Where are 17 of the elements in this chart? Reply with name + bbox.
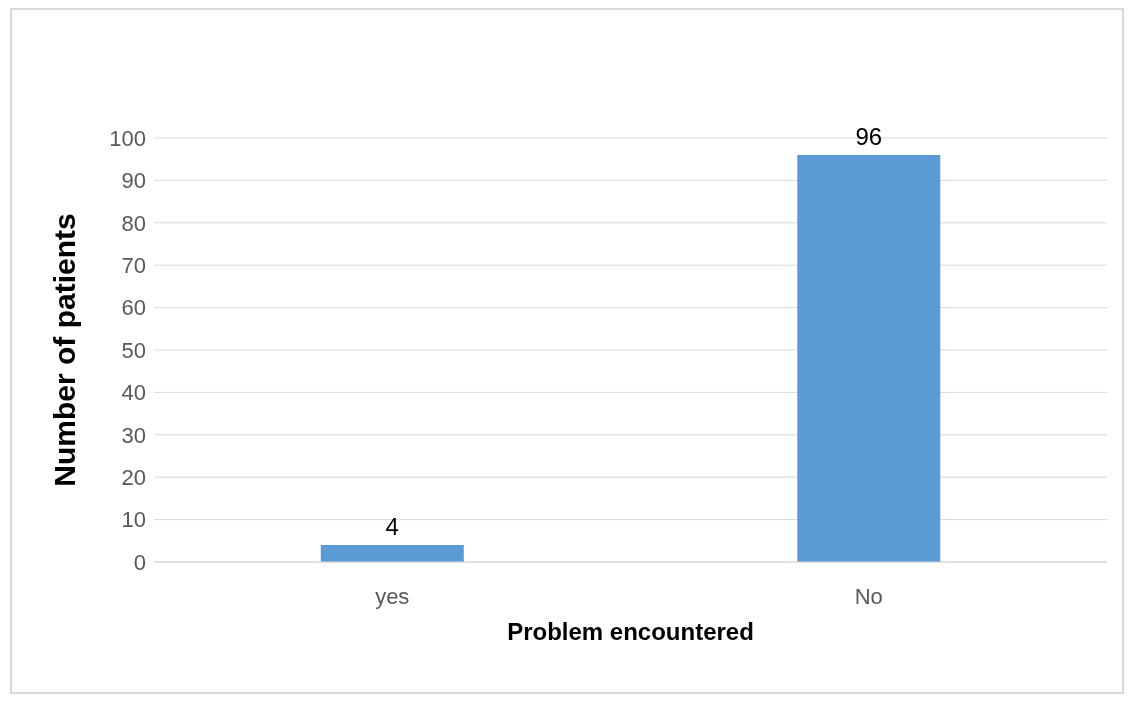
y-tick-label: 100 [109,125,146,151]
x-tick-label: yes [375,583,410,609]
data-label: 4 [385,513,399,541]
y-tick-label: 90 [121,168,146,194]
y-tick-label: 0 [133,549,146,575]
y-tick-label: 10 [121,507,146,533]
data-label: 96 [855,122,883,150]
x-axis-title: Problem encountered [507,618,754,645]
y-tick-label: 60 [121,295,146,321]
y-axis-title: Number of patients [47,213,81,487]
y-tick-label: 40 [121,380,146,406]
y-tick-label: 20 [121,465,146,491]
y-tick-label: 80 [121,210,146,236]
y-tick-label: 50 [121,337,146,363]
y-tick-label: 70 [121,253,146,279]
x-tick-label: No [854,583,883,609]
y-tick-label: 30 [121,422,146,448]
